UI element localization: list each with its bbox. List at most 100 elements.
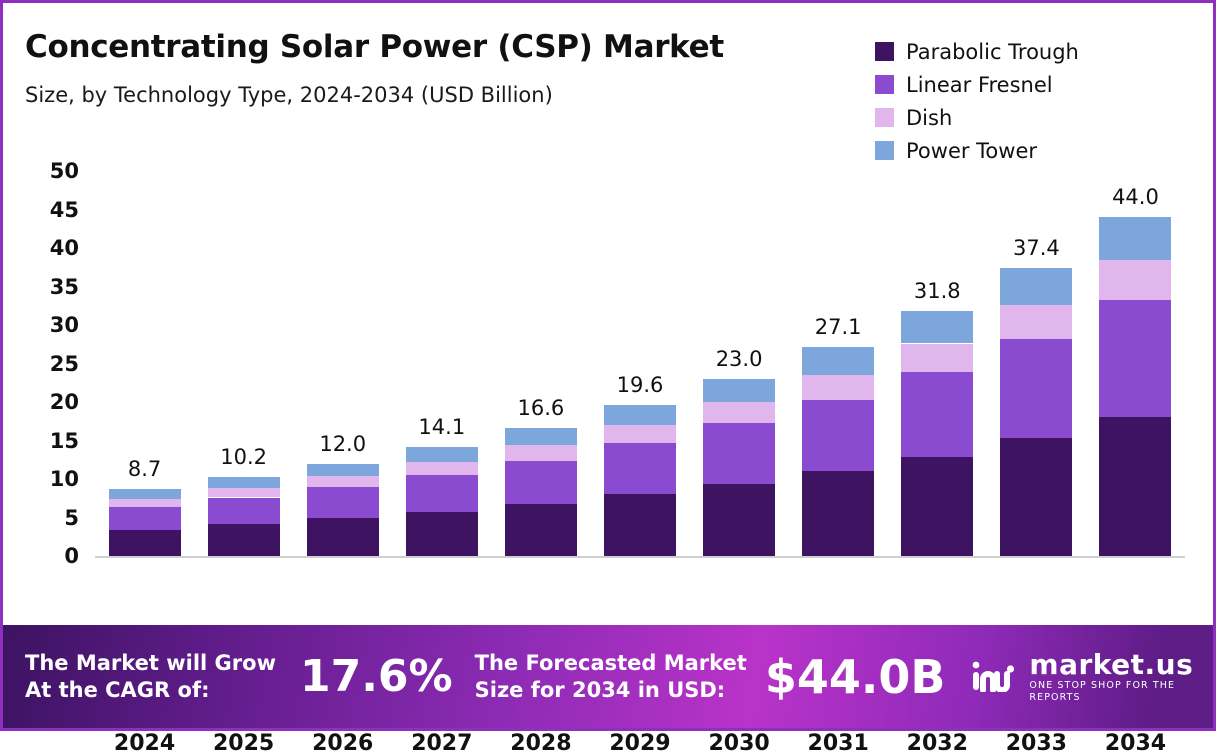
bar-segment[interactable]: [901, 371, 974, 457]
bar-segment[interactable]: [504, 460, 577, 504]
bar-total-label: 27.1: [814, 315, 862, 340]
cagr-label: The Market will Grow At the CAGR of:: [25, 650, 276, 704]
bar-segment[interactable]: [1099, 417, 1172, 556]
bar-segment[interactable]: [405, 475, 478, 513]
bar-segment[interactable]: [1099, 299, 1172, 418]
cagr-label-line2: At the CAGR of:: [25, 677, 210, 702]
bar-segment[interactable]: [604, 494, 676, 556]
bar-segment[interactable]: [1000, 268, 1073, 305]
bar-total-label: 31.8: [913, 279, 961, 304]
bar-total-label: 16.6: [517, 396, 565, 421]
bar-segment[interactable]: [1000, 438, 1073, 556]
legend-label: Linear Fresnel: [906, 72, 1053, 97]
bar-total-label: 37.4: [1012, 236, 1060, 261]
bar-segment[interactable]: [108, 499, 181, 507]
bar-segment[interactable]: [703, 483, 776, 556]
y-axis-tick: 20: [49, 390, 79, 414]
legend-item[interactable]: Parabolic Trough: [875, 35, 1079, 68]
bar-total-label: 8.7: [127, 457, 162, 482]
bar-segment[interactable]: [1000, 305, 1073, 339]
bar-segment[interactable]: [108, 489, 181, 500]
bar-segment[interactable]: [405, 462, 478, 476]
bar-segment[interactable]: [604, 442, 676, 495]
bar-total-label: 23.0: [715, 346, 763, 371]
bar-segment[interactable]: [306, 518, 379, 556]
footer-banner: The Market will Grow At the CAGR of: 17.…: [3, 625, 1213, 728]
page-title: Concentrating Solar Power (CSP) Market: [25, 29, 724, 65]
legend-item[interactable]: Linear Fresnel: [875, 68, 1079, 101]
brand-logo: market.us ONE STOP SHOP FOR THE REPORTS: [971, 647, 1213, 704]
bar-segment[interactable]: [901, 311, 974, 344]
bar-segment[interactable]: [604, 405, 676, 426]
bar-segment[interactable]: [306, 463, 379, 476]
bar-segment[interactable]: [1099, 259, 1172, 300]
bar-segment[interactable]: [802, 347, 875, 376]
bar-segment[interactable]: [1000, 338, 1073, 439]
page-subtitle: Size, by Technology Type, 2024-2034 (USD…: [25, 83, 553, 107]
brand-text: market.us ONE STOP SHOP FOR THE REPORTS: [1029, 647, 1213, 704]
bar-segment[interactable]: [802, 375, 875, 400]
bar-segment[interactable]: [802, 471, 875, 556]
legend-item[interactable]: Dish: [875, 101, 1079, 134]
bar-segment[interactable]: [703, 378, 776, 402]
legend-label: Parabolic Trough: [906, 39, 1079, 64]
bar-segment[interactable]: [207, 497, 280, 525]
legend-swatch-icon: [875, 75, 894, 94]
y-axis-tick: 10: [49, 467, 79, 491]
forecast-value: $44.0B: [764, 649, 946, 704]
y-axis-tick: 30: [49, 313, 79, 337]
y-axis-tick: 5: [64, 505, 79, 530]
bar-segment[interactable]: [703, 422, 776, 484]
bar-segment[interactable]: [901, 343, 974, 372]
x-axis-label: 2034: [1104, 731, 1167, 756]
cagr-label-line1: The Market will Grow: [25, 650, 276, 675]
bar-segment[interactable]: [108, 506, 181, 530]
y-axis-tick: 15: [49, 428, 79, 453]
cagr-value: 17.6%: [299, 651, 453, 702]
bar-segment[interactable]: [405, 447, 478, 463]
y-axis-tick: 0: [64, 544, 79, 568]
bar-total-label: 10.2: [220, 445, 267, 470]
bar-total-label: 12.0: [319, 431, 367, 456]
bar-total-label: 44.0: [1112, 185, 1159, 210]
bar-segment[interactable]: [207, 488, 280, 498]
legend-label: Power Tower: [906, 138, 1038, 163]
bar-segment[interactable]: [306, 475, 379, 487]
x-axis-baseline: [95, 556, 1185, 558]
bar-segment[interactable]: [504, 503, 577, 556]
bar-segment[interactable]: [901, 456, 974, 556]
bar-total-label: 19.6: [616, 373, 664, 398]
legend-item[interactable]: Power Tower: [875, 134, 1079, 167]
bar-segment[interactable]: [1099, 217, 1172, 260]
bar-segment[interactable]: [306, 486, 379, 519]
forecast-label-line2: Size for 2034 in USD:: [474, 677, 726, 702]
legend-swatch-icon: [875, 108, 894, 127]
y-axis: 0 5 10 15 20 25 30 35 40 45 50: [3, 159, 89, 571]
legend-swatch-icon: [875, 42, 894, 61]
bar-segment[interactable]: [703, 402, 776, 423]
forecast-label-line1: The Forecasted Market: [474, 650, 747, 675]
bar-segment[interactable]: [207, 477, 280, 489]
market-us-logo-icon: [971, 658, 1017, 696]
legend-swatch-icon: [875, 141, 894, 160]
y-axis-tick: 35: [49, 274, 79, 299]
y-axis-tick: 45: [49, 197, 79, 222]
bar-segment[interactable]: [405, 512, 478, 556]
brand-name: market.us: [1029, 647, 1194, 681]
y-axis-tick: 25: [49, 351, 79, 376]
bar-segment[interactable]: [504, 445, 577, 461]
bar-segment[interactable]: [604, 425, 676, 443]
bar-segment[interactable]: [504, 428, 577, 446]
bar-total-label: 14.1: [418, 415, 466, 440]
legend-label: Dish: [906, 105, 953, 130]
bar-segment[interactable]: [802, 399, 875, 472]
y-axis-tick: 50: [49, 159, 79, 183]
bar-segment[interactable]: [207, 524, 280, 556]
forecast-label: The Forecasted Market Size for 2034 in U…: [475, 650, 747, 704]
chart-legend: Parabolic Trough Linear Fresnel Dish Power …: [875, 35, 1079, 167]
bar-segment[interactable]: [108, 529, 181, 556]
brand-tagline: ONE STOP SHOP FOR THE REPORTS: [1029, 679, 1176, 703]
y-axis-tick: 40: [49, 236, 79, 260]
plot-area: 8.7 2024 10.2 2025 12.0 2026 14.1 2027 16.6 2028 1…: [95, 171, 1185, 756]
